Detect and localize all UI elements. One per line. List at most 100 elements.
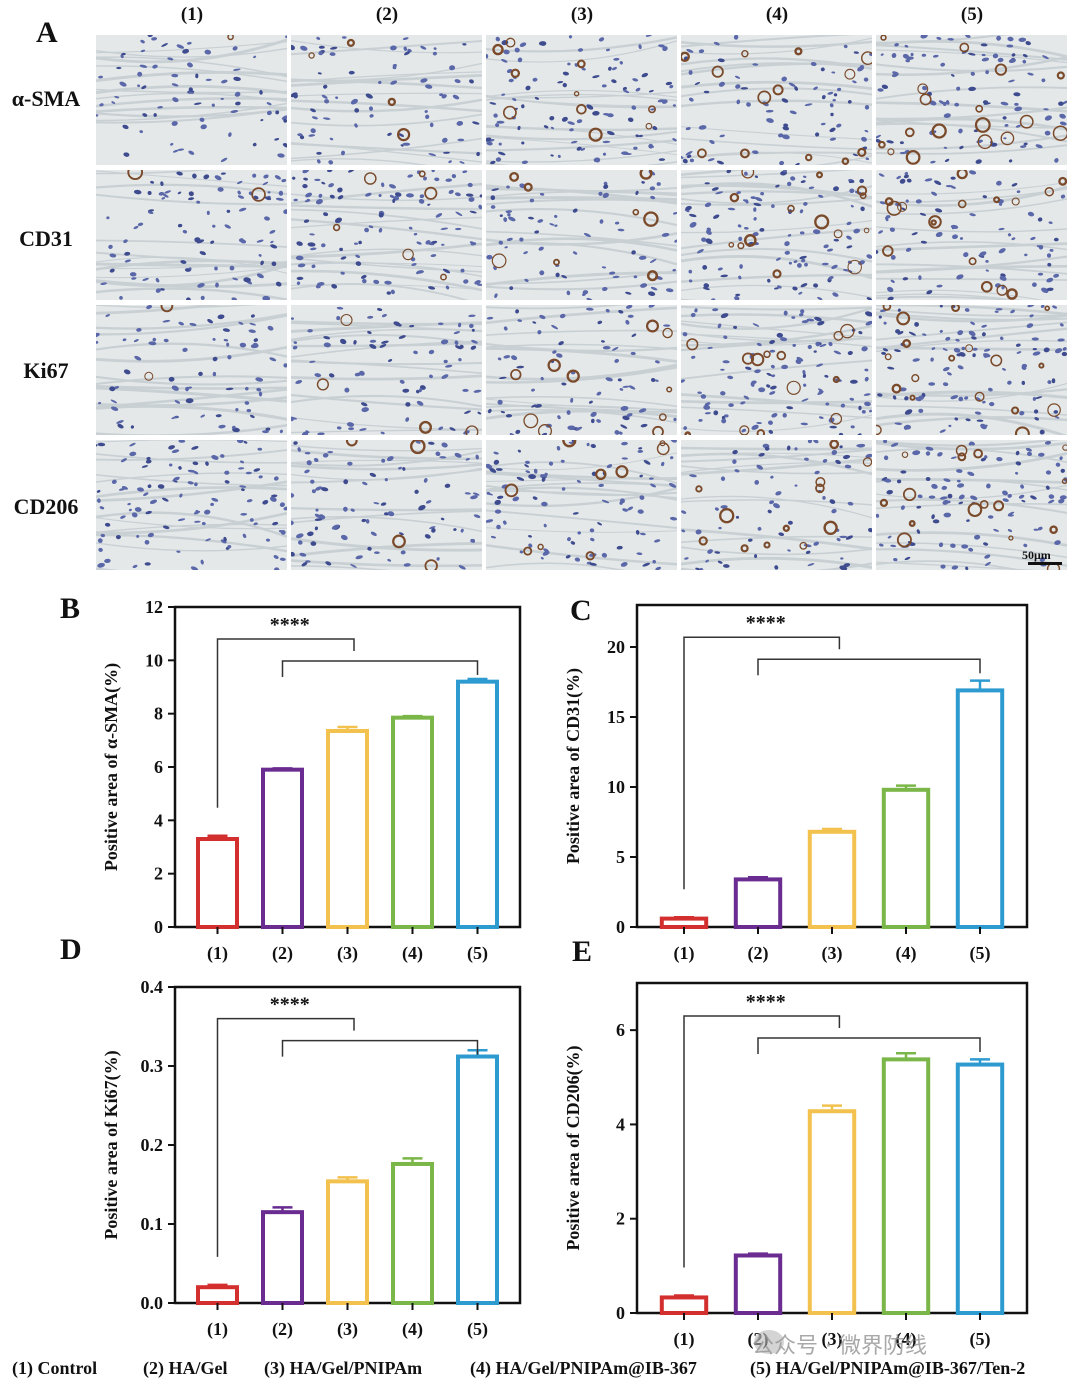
significance-bracket [757, 658, 981, 676]
bar [326, 729, 369, 929]
y-tick-label: 2 [154, 864, 163, 884]
row-header-cd206: CD206 [13, 494, 79, 519]
y-tick-label: 2 [616, 1209, 625, 1229]
y-tick-label: 12 [145, 597, 163, 617]
x-tick-label: (5) [970, 943, 991, 964]
panel-letter: B [60, 592, 80, 625]
x-tick-label: (3) [822, 1329, 843, 1350]
legend-item-4: (4) HA/Gel/PNIPAm@IB-367 [470, 1358, 697, 1378]
histology-tile [486, 305, 677, 435]
bar [196, 1285, 239, 1306]
bar [456, 679, 499, 929]
x-tick-label: (1) [674, 1329, 695, 1350]
significance-bracket [757, 1037, 981, 1054]
bar [261, 767, 304, 929]
histology-tile [876, 170, 1067, 300]
significance-bracket [683, 636, 841, 890]
bar [456, 1054, 499, 1305]
histology-tile [681, 305, 872, 435]
x-tick-label: (1) [207, 943, 228, 964]
histology-tile [291, 170, 482, 300]
x-tick-label: (3) [337, 943, 358, 964]
y-tick-label: 10 [145, 650, 163, 670]
x-tick-label: (5) [970, 1329, 991, 1350]
y-tick-label: 0.0 [141, 1293, 164, 1313]
plot-frame [635, 603, 1029, 929]
legend-item-3: (3) HA/Gel/PNIPAm [264, 1358, 423, 1378]
histology-tile [681, 35, 872, 165]
histology-tile [486, 170, 677, 300]
x-tick-label: (4) [402, 1319, 423, 1340]
bar [733, 877, 783, 929]
y-axis-label: Positive area of Ki67(%) [101, 1050, 122, 1239]
watermark-text: 公众号 · 微界防线 [752, 1334, 927, 1359]
x-tick-label: (3) [337, 1319, 358, 1340]
column-header-5: (5) [960, 4, 984, 25]
y-tick-label: 8 [154, 704, 163, 724]
y-tick-label: 6 [616, 1020, 625, 1040]
panel-letter: E [572, 935, 592, 968]
column-header-1: (1) [180, 4, 204, 25]
group-legend: (1) Control (2) HA/Gel (3) HA/Gel/PNIPAm… [0, 1358, 1080, 1384]
y-tick-label: 15 [607, 707, 625, 727]
x-tick-label: (2) [272, 1319, 293, 1340]
bar [881, 1057, 931, 1315]
histology-tile [486, 440, 677, 570]
y-tick-label: 0.1 [141, 1214, 164, 1234]
chart-d-svg: D 0.0 0.1 0.2 0.3 0.4 Positive area of Ki67(%)… [60, 933, 522, 1340]
y-tick-label: 0 [616, 1303, 625, 1323]
y-axis-label: Positive area of CD206(%) [563, 1045, 584, 1250]
x-tick-label: (5) [467, 1319, 488, 1340]
y-tick-label: 10 [607, 777, 625, 797]
y-tick-label: 4 [616, 1114, 625, 1134]
bar [955, 688, 1005, 930]
column-header-4: (4) [765, 4, 789, 25]
chart-c-svg: C 0 5 10 15 20 Positive area of CD31(%) (1) (2) (… [563, 594, 1029, 964]
row-header-ki67: Ki67 [23, 358, 69, 383]
y-tick-label: 0.3 [141, 1056, 164, 1076]
scale-bar-line [1028, 562, 1062, 565]
histology-tile [96, 440, 287, 570]
bar [326, 1179, 369, 1305]
bar [659, 1295, 709, 1316]
legend-item-2: (2) HA/Gel [143, 1358, 228, 1378]
y-tick-label: 0.2 [141, 1135, 164, 1155]
chart-c: C 0 5 10 15 20 Positive area of CD31(%) (1) (2) (… [560, 590, 1040, 980]
histology-tile [876, 440, 1067, 570]
x-tick-label: (1) [207, 1319, 228, 1340]
significance-bracket [281, 1039, 479, 1057]
significance-stars: **** [270, 994, 310, 1016]
significance-stars: **** [270, 614, 310, 636]
bar [807, 1109, 857, 1315]
histology-tile [291, 35, 482, 165]
histology-tile [96, 35, 287, 165]
x-tick-label: (5) [467, 943, 488, 964]
significance-bracket [281, 660, 479, 677]
significance-bracket [683, 1015, 841, 1268]
histology-tile [291, 305, 482, 435]
y-tick-label: 6 [154, 757, 163, 777]
bar [196, 837, 239, 929]
histology-tile [876, 35, 1067, 165]
significance-bracket [216, 638, 355, 808]
chart-e-svg: E 0 2 4 6 Positive area of CD206(%) (1) (2) (3) (… [563, 935, 1029, 1350]
plot-frame [635, 981, 1029, 1315]
bar [659, 916, 709, 930]
y-tick-label: 5 [616, 847, 625, 867]
row-header-asma: α-SMA [11, 86, 81, 111]
x-tick-label: (1) [674, 943, 695, 964]
panel-letter: D [60, 933, 82, 966]
bar [261, 1210, 304, 1305]
scale-bar-label: 50μm [1022, 548, 1051, 562]
histology-tile [876, 305, 1067, 435]
y-tick-label: 20 [607, 637, 625, 657]
column-header-3: (3) [570, 4, 594, 25]
significance-stars: **** [746, 612, 786, 634]
row-header-cd31: CD31 [19, 226, 73, 251]
x-tick-label: (3) [822, 943, 843, 964]
chart-e: E 0 2 4 6 Positive area of CD206(%) (1) (2) (3) (… [560, 935, 1040, 1355]
significance-bracket [216, 1017, 355, 1257]
panel-a-letter: A [36, 16, 58, 49]
y-tick-label: 0 [616, 917, 625, 937]
legend-item-1: (1) Control [12, 1358, 98, 1378]
